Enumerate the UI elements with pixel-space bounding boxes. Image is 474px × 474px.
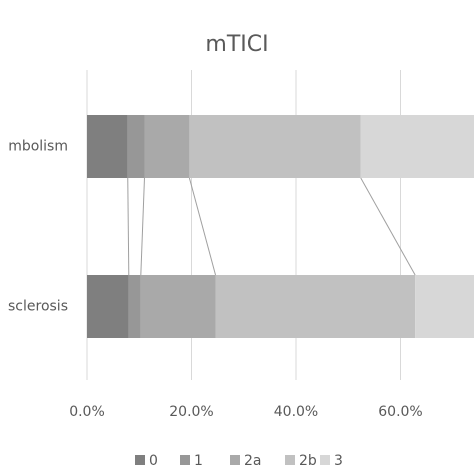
bar-segment — [189, 115, 361, 178]
legend-label: 3 — [334, 453, 343, 469]
legend-swatch — [230, 455, 240, 465]
x-tick-label: 0.0% — [69, 404, 105, 420]
bar-segment — [127, 115, 145, 178]
series-line — [140, 177, 145, 276]
chart-title: mTICI — [205, 32, 268, 57]
bar-segment — [140, 275, 216, 338]
bar-segment — [87, 275, 129, 338]
category-label: sclerosis — [8, 299, 68, 315]
legend-label: 2b — [299, 453, 317, 469]
legend-label: 2a — [244, 453, 262, 469]
x-tick-label: 60.0% — [378, 404, 422, 420]
series-line — [360, 177, 416, 276]
series-line — [188, 177, 217, 276]
legend-label: 0 — [149, 453, 158, 469]
category-label: mbolism — [8, 139, 68, 155]
legend-swatch — [285, 455, 295, 465]
bar-segment — [144, 115, 190, 178]
bar-segment — [128, 275, 141, 338]
bar-segment — [360, 115, 474, 178]
bar-segment — [215, 275, 416, 338]
series-line — [127, 177, 130, 276]
x-tick-label: 40.0% — [274, 404, 318, 420]
legend-swatch — [180, 455, 190, 465]
x-tick-label: 20.0% — [169, 404, 213, 420]
legend-swatch — [320, 455, 330, 465]
bar-segment — [415, 275, 474, 338]
bar-segment — [87, 115, 128, 178]
legend-label: 1 — [194, 453, 203, 469]
legend-swatch — [135, 455, 145, 465]
